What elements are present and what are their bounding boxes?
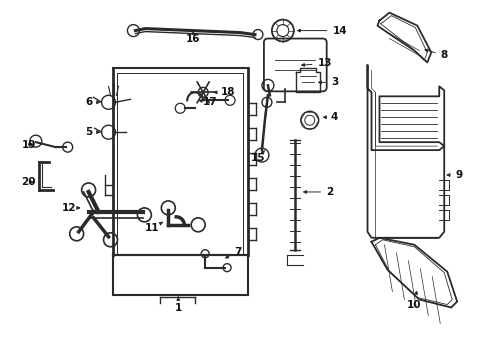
Text: 8: 8 [425, 49, 448, 60]
Text: 14: 14 [298, 26, 347, 36]
Text: 15: 15 [251, 150, 265, 163]
Text: 12: 12 [61, 203, 79, 213]
Text: 7: 7 [225, 247, 242, 258]
Text: 18: 18 [214, 87, 235, 97]
Text: 4: 4 [323, 112, 338, 122]
Text: 11: 11 [145, 222, 163, 233]
Text: 1: 1 [174, 297, 182, 312]
Text: 17: 17 [199, 97, 218, 107]
Text: 2: 2 [304, 187, 333, 197]
Text: 3: 3 [318, 77, 338, 87]
Text: 19: 19 [22, 140, 36, 150]
Text: 20: 20 [22, 177, 36, 187]
Text: 6: 6 [85, 97, 99, 107]
Text: 16: 16 [186, 31, 200, 44]
Text: 9: 9 [447, 170, 463, 180]
Text: 5: 5 [85, 127, 99, 137]
Text: 13: 13 [302, 58, 332, 68]
Text: 10: 10 [407, 291, 421, 310]
